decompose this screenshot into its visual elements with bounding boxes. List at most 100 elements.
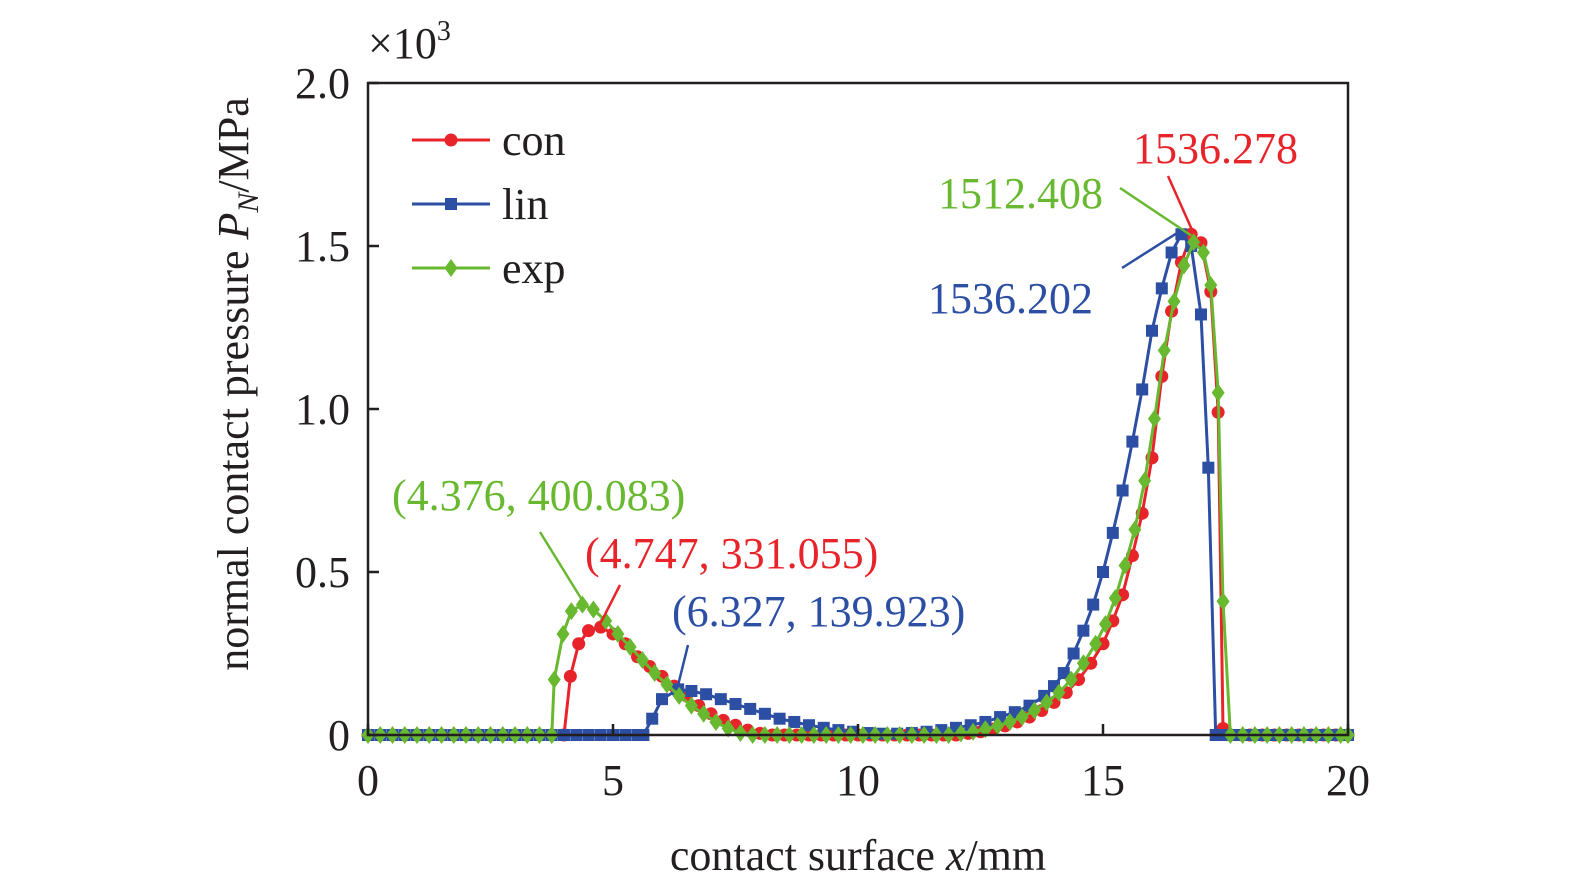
point-exp bbox=[672, 686, 686, 705]
point-exp bbox=[1052, 683, 1066, 702]
point-exp bbox=[1147, 409, 1161, 428]
legend-marker bbox=[444, 133, 458, 147]
point-lin bbox=[1195, 308, 1207, 321]
point-lin bbox=[1077, 624, 1090, 637]
point-con bbox=[582, 624, 595, 638]
point-lin bbox=[1155, 282, 1168, 295]
point-lin bbox=[1087, 598, 1100, 611]
point-exp bbox=[635, 651, 649, 670]
x-tick-label: 20 bbox=[1326, 756, 1370, 805]
point-lin bbox=[656, 693, 668, 706]
y-multiplier: ×103 bbox=[368, 16, 451, 68]
point-exp bbox=[1003, 712, 1017, 731]
point-exp bbox=[586, 600, 600, 619]
x-axis-title: contact surface x/mm bbox=[670, 831, 1046, 880]
y-axis-title: normal contact pressure PN/MPa bbox=[209, 97, 265, 671]
point-exp bbox=[564, 602, 578, 621]
point-lin bbox=[758, 707, 771, 720]
annotation-label: (4.747, 331.055) bbox=[585, 529, 878, 578]
point-lin bbox=[1106, 526, 1119, 539]
point-lin bbox=[788, 715, 801, 728]
legend-label: exp bbox=[502, 244, 566, 293]
point-exp bbox=[1187, 233, 1201, 252]
point-exp bbox=[556, 624, 570, 643]
legend-item-lin: lin bbox=[412, 180, 548, 229]
point-exp bbox=[1040, 693, 1054, 712]
y-tick-label: 0 bbox=[328, 711, 350, 760]
point-lin bbox=[729, 698, 742, 711]
annotation: (6.327, 139.923) bbox=[672, 587, 965, 686]
point-lin bbox=[803, 719, 815, 732]
y-tick-label: 0.5 bbox=[295, 548, 350, 597]
annotation-label: (6.327, 139.923) bbox=[672, 587, 965, 636]
legend-marker bbox=[445, 198, 457, 210]
point-lin bbox=[714, 693, 727, 706]
point-exp bbox=[697, 704, 711, 723]
point-exp bbox=[1167, 292, 1181, 311]
x-tick-label: 10 bbox=[836, 756, 880, 805]
point-con bbox=[563, 669, 577, 683]
point-exp bbox=[1204, 276, 1218, 295]
point-exp bbox=[1177, 256, 1191, 275]
annotation-label: 1512.408 bbox=[938, 169, 1103, 218]
annotation-leader bbox=[1121, 229, 1183, 270]
legend-label: lin bbox=[502, 180, 548, 229]
y-tick-label: 2.0 bbox=[295, 59, 350, 108]
point-exp bbox=[684, 696, 698, 715]
point-exp bbox=[1196, 243, 1210, 262]
point-lin bbox=[773, 712, 786, 725]
point-exp bbox=[1138, 471, 1152, 490]
point-exp bbox=[709, 712, 723, 731]
x-tick-label: 0 bbox=[357, 756, 379, 805]
annotation-leader bbox=[1119, 186, 1192, 237]
point-exp bbox=[991, 716, 1005, 735]
point-exp bbox=[1089, 634, 1103, 653]
annotation: 1536.278 bbox=[1133, 124, 1298, 231]
point-lin bbox=[744, 702, 757, 715]
ticks-layer: 0 5 10 15 20 0 0.5 1.0 1.5 2.0 bbox=[295, 59, 1370, 805]
y-tick-label: 1.5 bbox=[295, 222, 350, 271]
legend-marker bbox=[444, 259, 458, 277]
point-exp bbox=[623, 637, 637, 656]
point-exp bbox=[1098, 615, 1112, 634]
annotation: 1512.408 bbox=[938, 169, 1192, 237]
point-exp bbox=[547, 670, 561, 689]
point-lin bbox=[1116, 484, 1129, 497]
point-exp bbox=[1076, 654, 1090, 673]
point-exp bbox=[954, 724, 968, 743]
point-lin bbox=[1057, 667, 1070, 680]
point-exp bbox=[575, 595, 589, 614]
point-exp bbox=[1216, 592, 1230, 611]
point-exp bbox=[1027, 701, 1041, 720]
annotation: 1536.202 bbox=[928, 229, 1183, 323]
point-lin bbox=[1067, 647, 1080, 660]
x-tick-label: 5 bbox=[602, 756, 624, 805]
legend: con lin exp bbox=[412, 116, 566, 293]
annotation-leader bbox=[676, 644, 690, 686]
point-lin bbox=[1146, 324, 1158, 337]
point-exp bbox=[1015, 708, 1029, 727]
annotation-leader bbox=[1166, 175, 1194, 231]
point-lin bbox=[646, 712, 659, 725]
annotation-leader bbox=[538, 531, 584, 602]
y-tick-label: 1.0 bbox=[295, 385, 350, 434]
point-exp bbox=[611, 624, 625, 643]
annotations: 1536.278 1512.408 1536.202 (4.376, 400.083)… bbox=[392, 124, 1298, 686]
point-con bbox=[572, 637, 586, 651]
point-lin bbox=[685, 684, 698, 697]
annotation-label: 1536.202 bbox=[928, 274, 1093, 323]
point-lin bbox=[1097, 566, 1109, 578]
point-exp bbox=[721, 719, 735, 738]
x-tick-label: 15 bbox=[1081, 756, 1125, 805]
point-lin bbox=[1202, 461, 1215, 474]
annotation: (4.747, 331.055) bbox=[585, 529, 878, 624]
annotation-label: 1536.278 bbox=[1133, 124, 1298, 173]
point-exp bbox=[733, 724, 747, 743]
point-exp bbox=[1211, 383, 1225, 402]
point-exp bbox=[1128, 520, 1142, 539]
point-lin bbox=[1165, 246, 1178, 259]
point-exp bbox=[660, 675, 674, 694]
annotation-leader bbox=[599, 584, 622, 624]
legend-item-con: con bbox=[412, 116, 566, 165]
